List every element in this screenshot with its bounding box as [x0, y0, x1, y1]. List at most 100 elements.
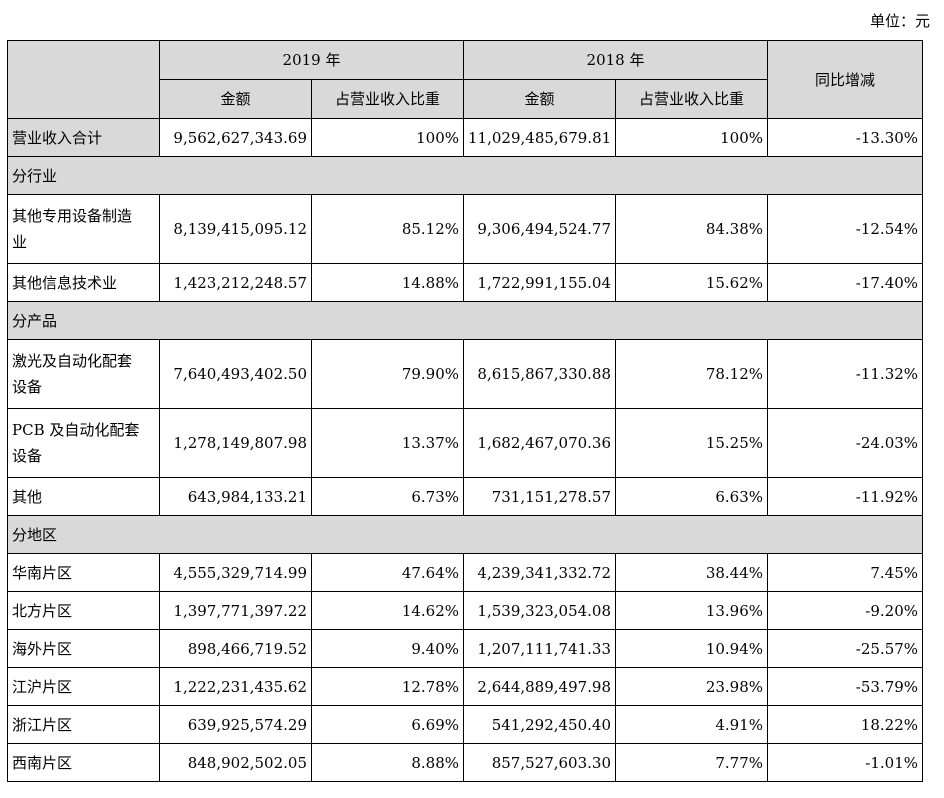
amount-2019-cell: 848,902,502.05 [159, 743, 312, 782]
amount-2019-cell: 639,925,574.29 [159, 705, 312, 744]
ratio-2018-cell: 6.63% [615, 477, 769, 516]
amount-2019-cell: 4,555,329,714.99 [159, 553, 312, 592]
ratio-2018-cell: 38.44% [615, 553, 769, 592]
ratio-2019-cell: 12.78% [310, 667, 465, 706]
ratio-2018-cell: 78.12% [615, 339, 769, 409]
total-amount-2019: 9,562,627,343.69 [159, 118, 312, 157]
row-label-line1: 北方片区 [12, 601, 73, 620]
ratio-2018-cell: 4.91% [615, 705, 769, 744]
table-row: 北方片区 1,397,771,397.22 14.62% 1,539,323,054.… [7, 591, 924, 630]
row-label: 海外片区 [7, 629, 160, 668]
header-row-columns: 金额 占营业收入比重 金额 占营业收入比重 [8, 79, 923, 119]
header-year-2018: 2018 年 [463, 40, 769, 80]
row-label: 其他 [7, 477, 160, 516]
table-row: 其他 643,984,133.21 6.73% 731,151,278.57 6.63%… [7, 477, 924, 516]
row-label: PCB 及自动化配套 设备 [7, 408, 160, 478]
ratio-2019-cell: 9.40% [310, 629, 465, 668]
header-ratio-2018: 占营业收入比重 [615, 79, 769, 119]
section-row: 分行业 [6, 156, 924, 195]
ratio-2019-cell: 85.12% [310, 194, 465, 264]
ratio-2018-cell: 10.94% [615, 629, 769, 668]
change-cell: -25.57% [767, 629, 924, 668]
row-label: 激光及自动化配套 设备 [7, 339, 160, 409]
ratio-2019-cell: 8.88% [310, 743, 465, 782]
amount-2018-cell: 9,306,494,524.77 [463, 194, 617, 264]
amount-2019-cell: 7,640,493,402.50 [159, 339, 312, 409]
unit-label: 单位：元 [869, 12, 930, 30]
table-row: 其他信息技术业 1,423,212,248.57 14.88% 1,722,991,1… [7, 263, 924, 302]
table-row: 浙江片区 639,925,574.29 6.69% 541,292,450.40 4.9… [7, 705, 924, 744]
amount-2019-cell: 1,397,771,397.22 [159, 591, 312, 630]
ratio-2019-cell: 6.73% [310, 477, 465, 516]
row-label: 浙江片区 [7, 705, 160, 744]
row-label-line1: 其他 [12, 487, 43, 506]
amount-2019-cell: 8,139,415,095.12 [159, 194, 312, 264]
change-cell: 18.22% [767, 705, 924, 744]
amount-2018-cell: 1,207,111,741.33 [463, 629, 617, 668]
section-title: 分行业 [6, 156, 924, 195]
amount-2018-cell: 541,292,450.40 [463, 705, 617, 744]
total-ratio-2018: 100% [615, 118, 769, 157]
total-change: -13.30% [767, 118, 924, 157]
amount-2018-cell: 1,539,323,054.08 [463, 591, 617, 630]
change-cell: 7.45% [767, 553, 924, 592]
amount-2019-cell: 1,423,212,248.57 [159, 263, 312, 302]
table-row: 激光及自动化配套 设备 7,640,493,402.50 79.90% 8,615,86… [7, 339, 924, 409]
amount-2019-cell: 643,984,133.21 [159, 477, 312, 516]
total-label: 营业收入合计 [7, 118, 160, 157]
row-label-line1: 激光及自动化配套 [12, 352, 133, 370]
change-cell: -1.01% [767, 743, 924, 782]
ratio-2018-cell: 84.38% [615, 194, 769, 264]
ratio-2019-cell: 13.37% [310, 408, 465, 478]
row-label-line2: 设备 [12, 447, 43, 465]
ratio-2019-cell: 6.69% [310, 705, 465, 744]
table-row: 江沪片区 1,222,231,435.62 12.78% 2,644,889,497.… [7, 667, 924, 706]
row-label-line1: 华南片区 [12, 563, 73, 582]
amount-2018-cell: 2,644,889,497.98 [463, 667, 617, 706]
row-label-line1: 浙江片区 [12, 715, 73, 734]
section-title: 分地区 [6, 515, 924, 554]
table-row: PCB 及自动化配套 设备 1,278,149,807.98 13.37% 1,682,… [7, 408, 924, 478]
row-label-line1: 其他信息技术业 [12, 273, 118, 292]
section-title: 分产品 [6, 301, 924, 340]
row-label-line2: 业 [12, 233, 28, 251]
section-row: 分产品 [6, 301, 924, 340]
row-label: 其他信息技术业 [7, 263, 160, 302]
row-label-line1: 江沪片区 [12, 677, 73, 696]
header-row-years: 2019 年 2018 年 同比增减 [7, 40, 924, 119]
row-label: 华南片区 [7, 553, 160, 592]
ratio-2019-cell: 14.62% [310, 591, 465, 630]
ratio-2018-cell: 15.25% [615, 408, 769, 478]
table-row: 华南片区 4,555,329,714.99 47.64% 4,239,341,332.… [7, 553, 924, 592]
change-cell: -11.92% [767, 477, 924, 516]
change-cell: -53.79% [767, 667, 924, 706]
amount-2019-cell: 898,466,719.52 [159, 629, 312, 668]
row-label-line1: 其他专用设备制造 [12, 207, 133, 225]
change-cell: -9.20% [767, 591, 924, 630]
header-amount-2019: 金额 [159, 79, 312, 119]
row-label-line2: 设备 [12, 378, 43, 396]
row-label-line1: 海外片区 [12, 639, 73, 658]
ratio-2019-cell: 47.64% [310, 553, 465, 592]
row-label: 江沪片区 [7, 667, 160, 706]
amount-2018-cell: 1,682,467,070.36 [463, 408, 617, 478]
ratio-2018-cell: 7.77% [615, 743, 769, 782]
table-row: 其他专用设备制造业 8,139,415,095.12 85.12% 9,306,494… [7, 194, 924, 264]
section-row: 分地区 [6, 515, 924, 554]
row-label: 其他专用设备制造业 [7, 194, 160, 264]
table-row: 西南片区 848,902,502.05 8.88% 857,527,603.30 7.7… [7, 743, 924, 782]
ratio-2018-cell: 15.62% [615, 263, 769, 302]
header-change: 同比增减 [767, 40, 924, 119]
revenue-table: 2019 年 2018 年 同比增减 金额 占营业收入比重 金额 占营业收入比重… [6, 40, 924, 782]
ratio-2018-cell: 13.96% [615, 591, 769, 630]
amount-2019-cell: 1,222,231,435.62 [159, 667, 312, 706]
row-label: 西南片区 [7, 743, 160, 782]
ratio-2019-cell: 79.90% [310, 339, 465, 409]
total-row: 营业收入合计 9,562,627,343.69 100% 11,029,485,… [7, 118, 924, 157]
amount-2018-cell: 1,722,991,155.04 [463, 263, 617, 302]
row-label: 北方片区 [7, 591, 160, 630]
ratio-2019-cell: 14.88% [310, 263, 465, 302]
table-row: 海外片区 898,466,719.52 9.40% 1,207,111,741.33 1… [7, 629, 924, 668]
header-corner-cell [7, 40, 160, 119]
header-year-2019: 2019 年 [158, 40, 465, 80]
